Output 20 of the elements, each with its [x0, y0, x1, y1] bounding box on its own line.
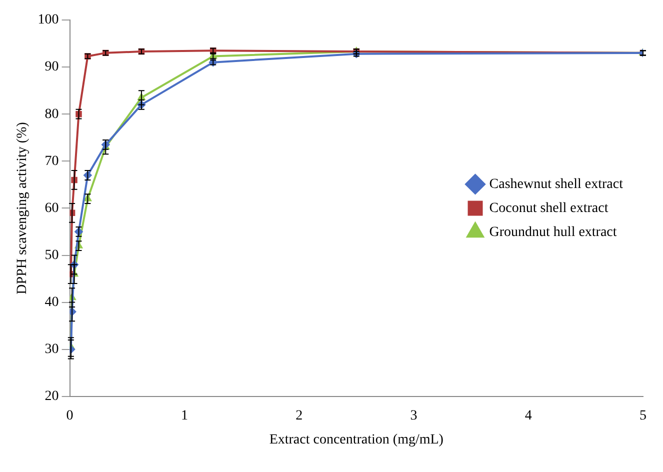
y-tick-label: 20 [44, 389, 59, 404]
y-tick-label: 40 [44, 294, 59, 310]
y-tick-label: 80 [44, 106, 59, 122]
x-tick-label: 4 [524, 408, 532, 424]
y-tick-label: 30 [44, 342, 59, 358]
x-axis-title: Extract concentration (mg/mL) [269, 432, 444, 448]
x-tick-label: 2 [296, 408, 303, 424]
x-tick-label: 0 [66, 408, 74, 424]
x-tick-label: 3 [410, 408, 418, 424]
x-tick-label: 1 [180, 408, 188, 424]
legend-label: Coconut shell extract [489, 200, 608, 216]
y-tick-label: 60 [44, 200, 59, 216]
y-tick-label: 70 [44, 154, 59, 169]
legend-label: Cashewnut shell extract [489, 176, 624, 192]
x-tick-label: 5 [640, 408, 646, 424]
y-tick-label: 90 [44, 60, 59, 75]
y-tick-label: 50 [44, 248, 59, 263]
y-axis-title: DPPH scavenging activity (%) [15, 122, 30, 294]
legend-label: Groundnut hull extract [489, 224, 617, 240]
y-tick-label: 100 [38, 12, 59, 28]
